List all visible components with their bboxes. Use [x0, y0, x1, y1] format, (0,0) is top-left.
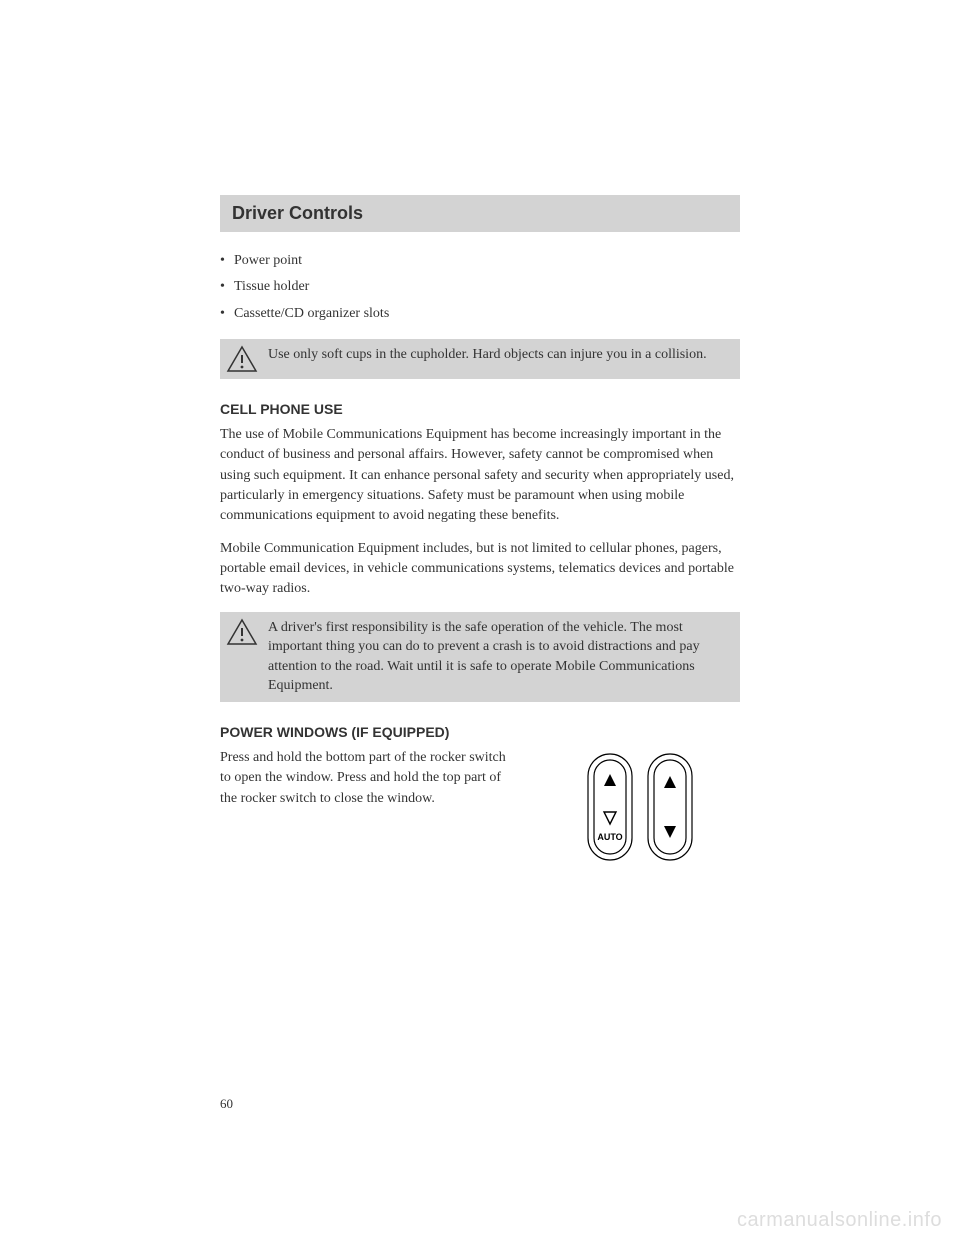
list-item: Cassette/CD organizer slots [220, 303, 740, 325]
section-header-bar: Driver Controls [220, 195, 740, 232]
powerwindows-row: Press and hold the bottom part of the ro… [220, 748, 740, 862]
powerwindows-heading: POWER WINDOWS (IF EQUIPPED) [220, 724, 740, 740]
warning-callout: A driver's first responsibility is the s… [220, 612, 740, 702]
rocker-switch-auto-icon: AUTO [586, 752, 634, 862]
warning-callout: Use only soft cups in the cupholder. Har… [220, 339, 740, 379]
warning-triangle-icon [226, 345, 258, 373]
warning-text: A driver's first responsibility is the s… [268, 618, 730, 696]
cellphone-heading: CELL PHONE USE [220, 401, 740, 417]
rocker-switch-icon [646, 752, 694, 862]
cellphone-para-1: The use of Mobile Communications Equipme… [220, 425, 740, 526]
powerwindows-para: Press and hold the bottom part of the ro… [220, 748, 520, 809]
powerwindows-illustration: AUTO [540, 748, 740, 862]
list-item: Tissue holder [220, 276, 740, 298]
cellphone-para-2: Mobile Communication Equipment includes,… [220, 539, 740, 600]
page-content: Driver Controls Power point Tissue holde… [0, 0, 960, 862]
section-header-title: Driver Controls [232, 203, 728, 224]
feature-list: Power point Tissue holder Cassette/CD or… [220, 250, 740, 325]
warning-triangle-icon [226, 618, 258, 646]
auto-label: AUTO [597, 832, 622, 842]
page-number: 60 [220, 1096, 233, 1112]
list-item: Power point [220, 250, 740, 272]
watermark-text: carmanualsonline.info [737, 1209, 942, 1232]
powerwindows-text-col: Press and hold the bottom part of the ro… [220, 748, 520, 821]
warning-text: Use only soft cups in the cupholder. Har… [268, 345, 707, 365]
